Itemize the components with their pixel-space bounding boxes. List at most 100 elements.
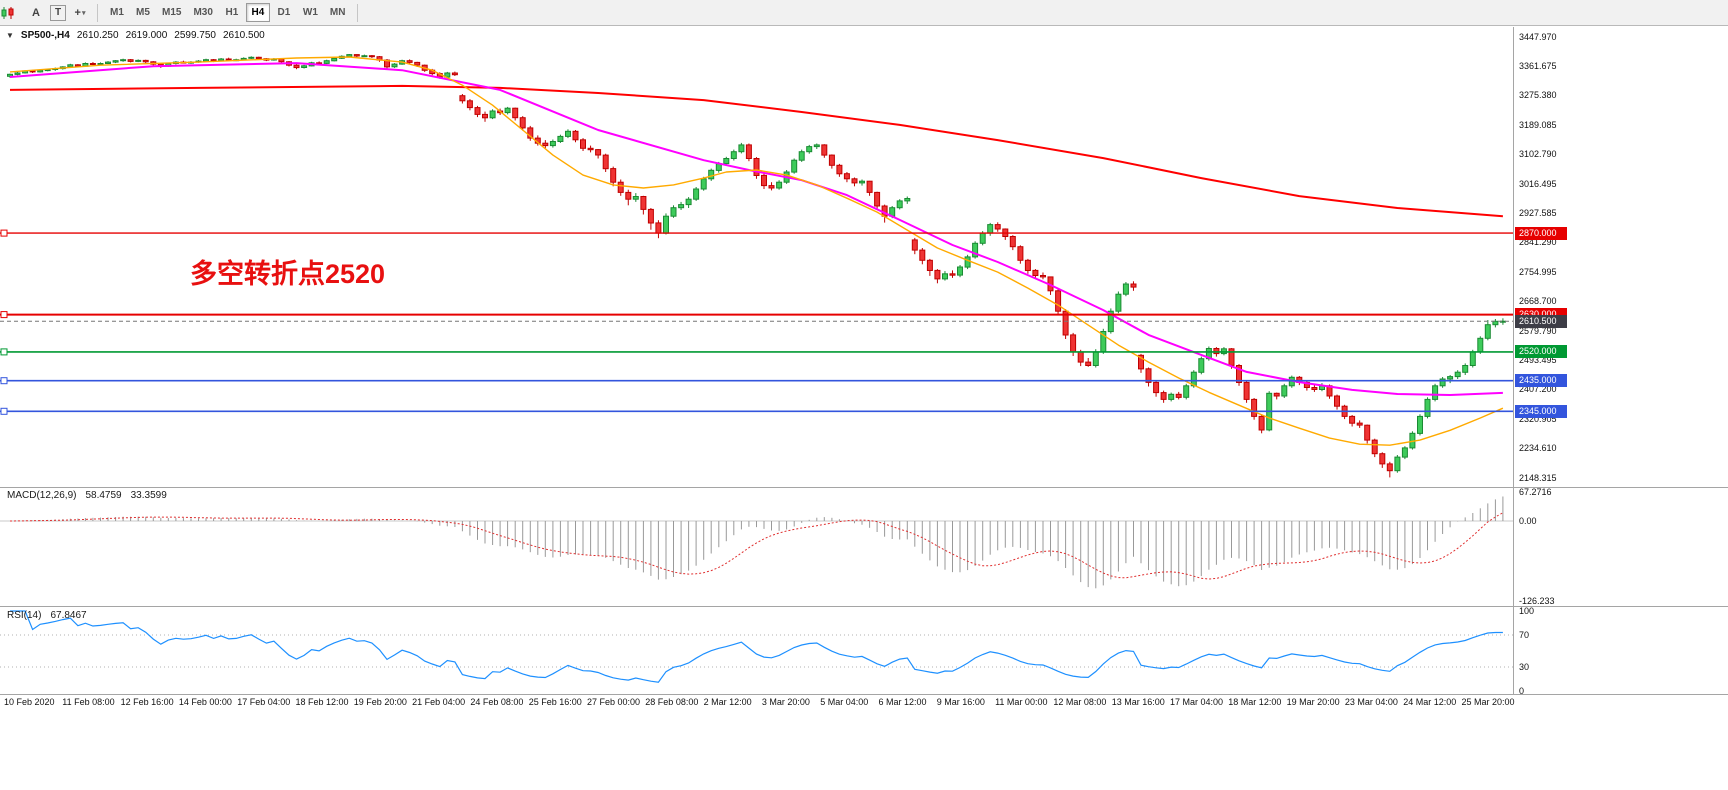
price-scale-label: 2754.995 xyxy=(1519,266,1557,277)
time-label: 3 Mar 20:00 xyxy=(761,697,810,707)
macd-signal-value: 33.3599 xyxy=(130,490,167,501)
rsi-scale-label: 70 xyxy=(1519,630,1530,640)
panel-divider[interactable] xyxy=(0,694,1728,695)
price-scale-label: 3016.495 xyxy=(1519,178,1557,189)
timeframe-m5[interactable]: M5 xyxy=(131,3,155,22)
time-label: 12 Feb 16:00 xyxy=(120,697,174,707)
time-label: 6 Mar 12:00 xyxy=(878,697,927,707)
macd-signal-line xyxy=(9,512,1504,580)
time-label: 11 Mar 00:00 xyxy=(995,697,1048,707)
current-price-tag: 2610.500 xyxy=(1515,314,1567,328)
price-scale-label: 2493.495 xyxy=(1519,354,1557,365)
chart-title: ▼ SP500-,H4 2610.250 2619.000 2599.750 2… xyxy=(6,30,265,41)
hline-anchor[interactable] xyxy=(0,407,8,415)
ma-medium-magenta xyxy=(9,62,1503,396)
ohlc-open: 2610.250 xyxy=(76,30,119,41)
time-label: 27 Feb 00:00 xyxy=(587,697,641,707)
toolbar: A T + ▾ M1 M5 M15 M30 H1 H4 D1 W1 MN xyxy=(0,0,1728,26)
timeframe-w1[interactable]: W1 xyxy=(298,3,323,22)
scale-border xyxy=(1513,27,1514,695)
macd-scale-label: -126.233 xyxy=(1519,596,1555,606)
macd-histogram xyxy=(17,496,1504,589)
time-label: 19 Mar 20:00 xyxy=(1286,697,1340,707)
chevron-down-icon: ▾ xyxy=(81,9,86,17)
timeframe-mn[interactable]: MN xyxy=(325,3,351,22)
annotation-text[interactable]: 多空转折点2520 xyxy=(190,259,386,289)
time-label: 9 Mar 16:00 xyxy=(936,697,985,707)
macd-scale-label: 0.00 xyxy=(1519,516,1537,526)
timeframe-h4[interactable]: H4 xyxy=(245,3,270,22)
time-label: 18 Mar 12:00 xyxy=(1228,697,1282,707)
rsi-value: 67.8467 xyxy=(50,610,87,621)
panel-divider[interactable] xyxy=(0,487,1728,488)
rsi-name: RSI(14) xyxy=(7,610,42,621)
macd-scale-label: 67.2716 xyxy=(1519,487,1552,497)
hline-anchor[interactable] xyxy=(0,348,8,356)
macd-value: 58.4759 xyxy=(85,490,122,501)
crosshair-icon: + xyxy=(74,6,81,19)
time-label: 18 Feb 12:00 xyxy=(295,697,349,707)
macd-name: MACD(12,26,9) xyxy=(7,490,77,501)
rsi-scale-label: 30 xyxy=(1519,662,1530,672)
price-scale-label: 3361.675 xyxy=(1519,60,1557,71)
ohlc-low: 2599.750 xyxy=(174,30,216,41)
price-tag: 2870.000 xyxy=(1515,226,1567,240)
price-tag: 2435.000 xyxy=(1515,374,1567,388)
timeframe-m30[interactable]: M30 xyxy=(188,3,217,22)
price-scale-label: 2841.290 xyxy=(1519,237,1557,248)
time-label: 24 Feb 08:00 xyxy=(470,697,524,707)
time-label: 17 Mar 04:00 xyxy=(1170,697,1224,707)
price-tag: 2345.000 xyxy=(1515,404,1567,418)
macd-label: MACD(12,26,9) 58.4759 33.3599 xyxy=(7,490,167,501)
time-label: 10 Feb 2020 xyxy=(4,697,55,707)
hline-anchor[interactable] xyxy=(0,311,8,319)
ohlc-high: 2619.000 xyxy=(125,30,168,41)
time-label: 17 Feb 04:00 xyxy=(237,697,291,707)
timeframe-m15[interactable]: M15 xyxy=(157,3,186,22)
price-scale-label: 3275.380 xyxy=(1519,90,1557,101)
rsi-scale-label: 100 xyxy=(1519,606,1535,616)
price-tag: 2520.000 xyxy=(1515,345,1567,359)
toolbar-separator xyxy=(357,3,359,22)
timeframe-m1[interactable]: M1 xyxy=(105,3,129,22)
price-scale-label: 2320.905 xyxy=(1519,413,1557,424)
chart-type-button[interactable] xyxy=(1,3,24,23)
time-label: 5 Mar 04:00 xyxy=(820,697,869,707)
timeframe-d1[interactable]: D1 xyxy=(272,3,296,22)
ma-fast-orange xyxy=(9,56,1504,446)
time-label: 13 Mar 16:00 xyxy=(1111,697,1165,707)
hline-anchor[interactable] xyxy=(0,229,8,237)
timeframe-h1[interactable]: H1 xyxy=(220,3,244,22)
price-scale-label: 3102.790 xyxy=(1519,149,1557,160)
price-scale-label: 2407.200 xyxy=(1519,384,1557,395)
rsi-scale-label: 0 xyxy=(1519,686,1525,696)
price-scale-label: 2234.610 xyxy=(1519,443,1557,454)
symbol-period: SP500-,H4 xyxy=(20,30,70,41)
price-scale-label: 2927.585 xyxy=(1519,207,1557,218)
price-scale-label: 2148.315 xyxy=(1519,472,1557,483)
chart-icon xyxy=(1,6,14,19)
candles-layer xyxy=(7,54,1506,478)
time-label: 21 Feb 04:00 xyxy=(412,697,466,707)
time-label: 25 Feb 16:00 xyxy=(528,697,582,707)
rsi-line xyxy=(10,610,1503,683)
time-label: 11 Feb 08:00 xyxy=(62,697,115,707)
time-label: 28 Feb 08:00 xyxy=(645,697,699,707)
ma-slow-red xyxy=(9,84,1503,218)
rsi-panel xyxy=(0,610,1513,683)
price-scale-label: 3447.970 xyxy=(1519,31,1557,42)
time-label: 14 Feb 00:00 xyxy=(178,697,232,707)
main-chart xyxy=(0,54,1513,478)
price-scale-label: 2579.790 xyxy=(1519,325,1557,336)
textbox-tool-button[interactable]: T xyxy=(50,4,66,21)
macd-panel xyxy=(0,496,1513,589)
time-label: 12 Mar 08:00 xyxy=(1053,697,1107,707)
time-label: 23 Mar 04:00 xyxy=(1344,697,1398,707)
hline-anchor[interactable] xyxy=(0,377,8,385)
text-tool-button[interactable]: A xyxy=(26,3,46,23)
expander-icon[interactable]: ▼ xyxy=(6,31,14,40)
time-axis: 10 Feb 2020 11 Feb 08:00 12 Feb 16:00 14 Fe… xyxy=(0,697,1728,713)
cursor-tool-button[interactable]: + ▾ xyxy=(70,3,90,23)
panel-divider[interactable] xyxy=(0,606,1728,607)
